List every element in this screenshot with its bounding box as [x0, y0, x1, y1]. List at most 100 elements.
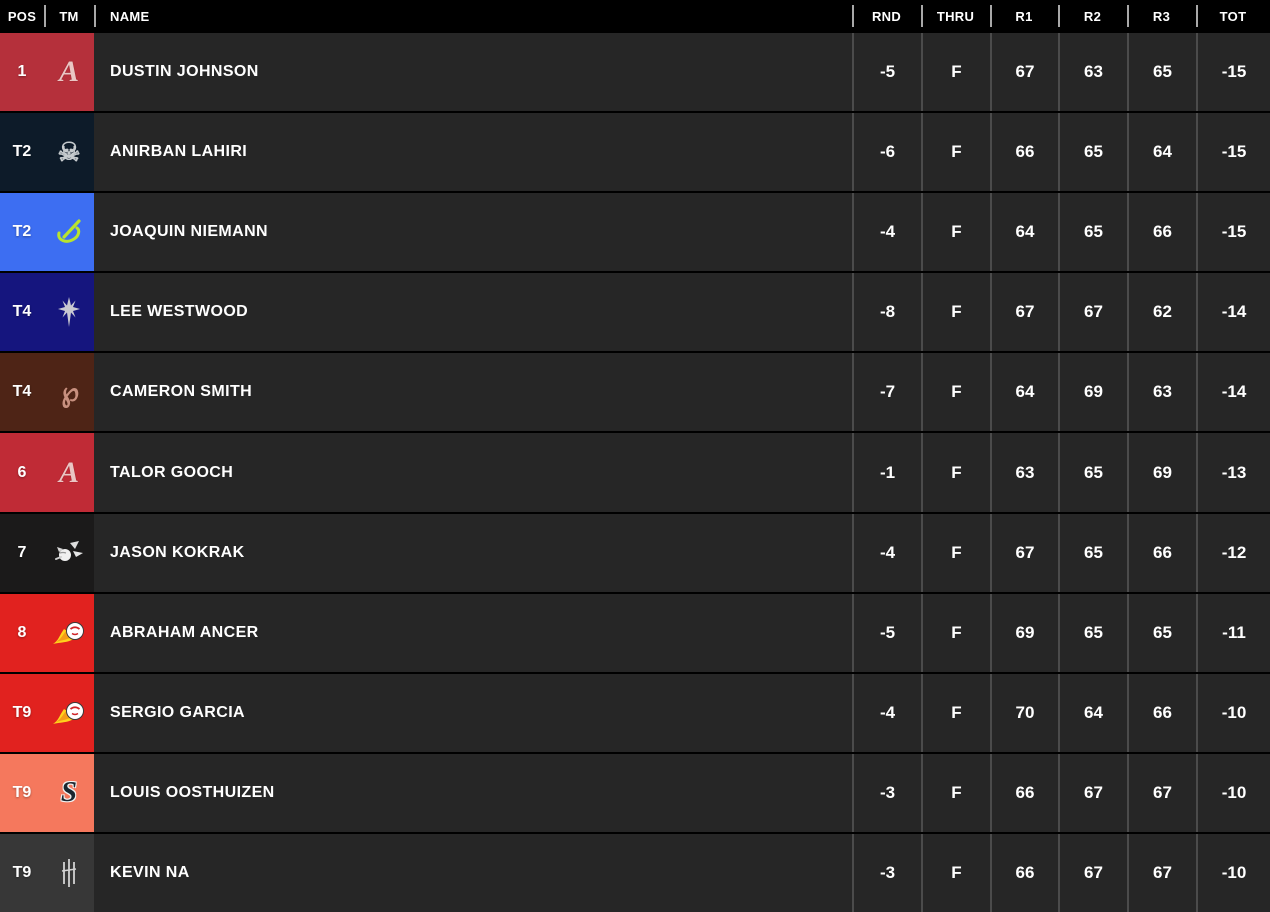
- team-cell: T4 ℘: [0, 353, 94, 432]
- table-row[interactable]: T9 S LOUIS OOSTHUIZEN -3 F 66 67 67 -10: [0, 753, 1270, 834]
- r3-value: 67: [1127, 833, 1196, 912]
- rnd-value: -3: [852, 753, 921, 832]
- thru-value: F: [921, 353, 990, 432]
- r2-value: 63: [1058, 33, 1127, 112]
- r2-value: 65: [1058, 113, 1127, 192]
- rnd-value: -4: [852, 513, 921, 592]
- thru-value: F: [921, 753, 990, 832]
- r1-value: 64: [990, 193, 1058, 272]
- table-row[interactable]: 8 ABRAHAM ANCER -5 F 69: [0, 593, 1270, 674]
- table-row[interactable]: T2 ☠ ANIRBAN LAHIRI -6 F 66 65 64 -15: [0, 113, 1270, 194]
- r1-value: 66: [990, 753, 1058, 832]
- fireball-icon: [52, 699, 86, 727]
- thru-value: F: [921, 513, 990, 592]
- thru-value: F: [921, 273, 990, 352]
- position-label: 1: [17, 63, 27, 81]
- thru-value: F: [921, 673, 990, 752]
- r2-value: 64: [1058, 673, 1127, 752]
- header-r3: R3: [1127, 0, 1196, 33]
- skull-crossbones-icon: ☠: [57, 137, 81, 168]
- tot-value: -14: [1196, 353, 1270, 432]
- tot-value: -15: [1196, 113, 1270, 192]
- player-name: LEE WESTWOOD: [110, 303, 249, 321]
- position-label: 7: [17, 543, 27, 561]
- rnd-value: -7: [852, 353, 921, 432]
- rnd-value: -3: [852, 833, 921, 912]
- rnd-value: -1: [852, 433, 921, 512]
- header-pos: POS: [7, 9, 37, 24]
- position-label: T4: [12, 383, 32, 401]
- table-row[interactable]: T2 JOAQUIN NIEMANN -4 F 64 65 66 -15: [0, 193, 1270, 274]
- sparkle-star-icon: [56, 296, 82, 328]
- r3-value: 66: [1127, 513, 1196, 592]
- tot-value: -13: [1196, 433, 1270, 512]
- tot-value: -10: [1196, 673, 1270, 752]
- team-cell: T2 ☠: [0, 113, 94, 192]
- r1-value: 67: [990, 33, 1058, 112]
- r2-value: 65: [1058, 593, 1127, 672]
- fireball-icon: [52, 619, 86, 647]
- position-label: T2: [12, 223, 32, 241]
- position-label: T2: [12, 143, 32, 161]
- table-row[interactable]: T9 SERGIO GARCIA -4 F 70: [0, 673, 1270, 754]
- header-r1: R1: [990, 0, 1058, 33]
- green-swoosh-icon: [53, 217, 85, 247]
- r1-value: 66: [990, 833, 1058, 912]
- team-cell: 1 A: [0, 33, 94, 112]
- table-row[interactable]: 7 JASON KOKRAK -4 F: [0, 513, 1270, 594]
- team-cell: T9: [0, 833, 94, 912]
- position-label: T9: [12, 863, 32, 881]
- table-row[interactable]: T9 KEVIN NA -3 F 66 67 67: [0, 833, 1270, 912]
- thru-value: F: [921, 33, 990, 112]
- table-row[interactable]: 6 A TALOR GOOCH -1 F 63 65 69 -13: [0, 433, 1270, 514]
- leaderboard-header: POS TM NAME RND THRU R1 R2 R3 TOT: [0, 0, 1270, 33]
- team-cell: T9: [0, 673, 94, 752]
- thru-value: F: [921, 833, 990, 912]
- r1-value: 69: [990, 593, 1058, 672]
- r3-value: 66: [1127, 193, 1196, 272]
- rnd-value: -4: [852, 193, 921, 272]
- team-cell: 8: [0, 593, 94, 672]
- team-cell: T2: [0, 193, 94, 272]
- rnd-value: -4: [852, 673, 921, 752]
- r2-value: 67: [1058, 753, 1127, 832]
- table-row[interactable]: 1 A DUSTIN JOHNSON -5 F 67 63 65 -15: [0, 33, 1270, 114]
- team-cell: T4: [0, 273, 94, 352]
- table-row[interactable]: T4 ℘ CAMERON SMITH -7 F 64 69 63 -14: [0, 353, 1270, 434]
- r3-value: 65: [1127, 33, 1196, 112]
- r1-value: 64: [990, 353, 1058, 432]
- player-name: JASON KOKRAK: [110, 543, 245, 561]
- thru-value: F: [921, 113, 990, 192]
- r3-value: 65: [1127, 593, 1196, 672]
- team-cell: 6 A: [0, 433, 94, 512]
- position-label: 8: [17, 623, 27, 641]
- header-tm: TM: [44, 0, 94, 33]
- header-rnd: RND: [852, 0, 921, 33]
- r3-value: 62: [1127, 273, 1196, 352]
- thru-value: F: [921, 433, 990, 512]
- player-name: KEVIN NA: [110, 863, 190, 881]
- script-a-icon: A: [58, 55, 79, 89]
- r2-value: 67: [1058, 273, 1127, 352]
- player-name: ANIRBAN LAHIRI: [110, 143, 248, 161]
- rnd-value: -5: [852, 593, 921, 672]
- header-r2: R2: [1058, 0, 1127, 33]
- header-tot: TOT: [1196, 0, 1270, 33]
- rnd-value: -5: [852, 33, 921, 112]
- player-name: CAMERON SMITH: [110, 383, 253, 401]
- player-name: TALOR GOOCH: [110, 463, 234, 481]
- header-name: NAME: [94, 0, 852, 33]
- r3-value: 64: [1127, 113, 1196, 192]
- r2-value: 67: [1058, 833, 1127, 912]
- r3-value: 63: [1127, 353, 1196, 432]
- tot-value: -10: [1196, 753, 1270, 832]
- tot-value: -15: [1196, 193, 1270, 272]
- table-row[interactable]: T4 LEE WESTWOOD -8 F 67 67 62 -14: [0, 273, 1270, 354]
- script-a-icon: A: [58, 455, 79, 489]
- r3-value: 67: [1127, 753, 1196, 832]
- position-label: T9: [12, 783, 32, 801]
- tot-value: -14: [1196, 273, 1270, 352]
- tot-value: -11: [1196, 593, 1270, 672]
- position-label: 6: [17, 463, 27, 481]
- rnd-value: -6: [852, 113, 921, 192]
